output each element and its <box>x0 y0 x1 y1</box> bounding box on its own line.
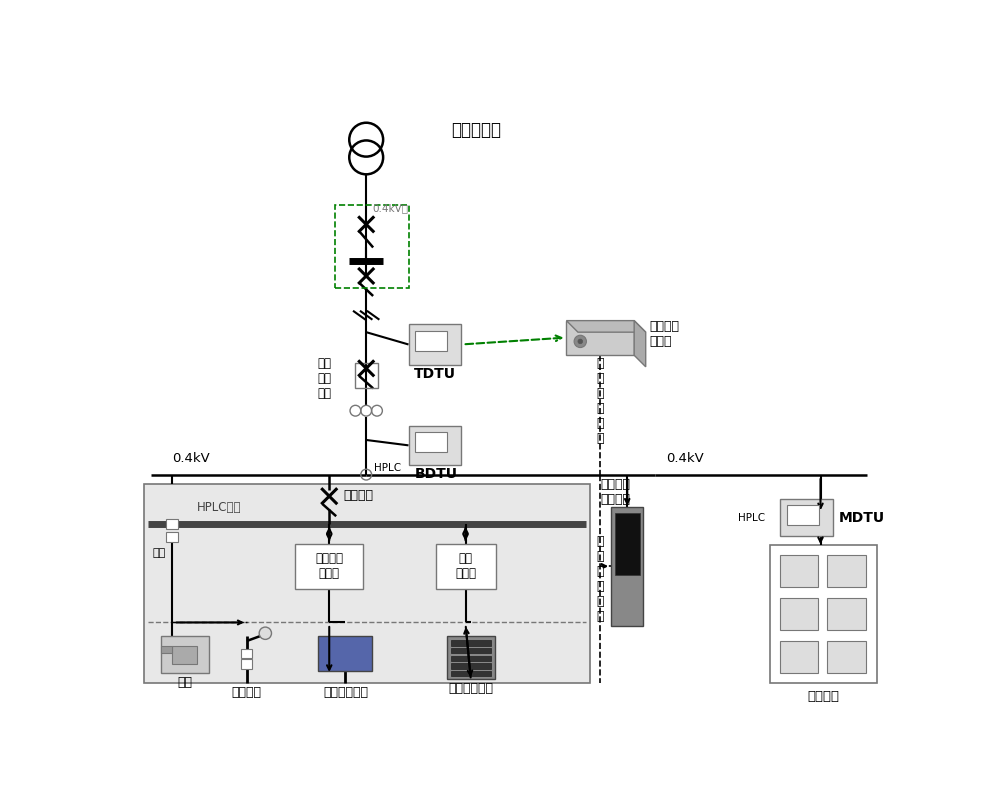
Text: 台区协调
控制器: 台区协调 控制器 <box>650 320 680 349</box>
Bar <box>447 637 495 679</box>
Text: 水泵: 水泵 <box>178 676 193 689</box>
Text: 公共开关: 公共开关 <box>343 489 373 502</box>
Bar <box>409 426 461 465</box>
Text: 居民表箱: 居民表箱 <box>808 690 840 703</box>
Polygon shape <box>634 320 646 367</box>
Bar <box>241 649 252 658</box>
Bar <box>318 637 372 671</box>
Bar <box>415 331 447 350</box>
Bar <box>436 544 496 589</box>
Text: 智慧路灯: 智慧路灯 <box>232 686 262 699</box>
Text: MDTU: MDTU <box>839 511 885 525</box>
Bar <box>451 655 491 661</box>
Bar <box>827 641 866 673</box>
Text: 电动汽车
充电装置: 电动汽车 充电装置 <box>601 478 631 505</box>
Bar <box>161 646 172 653</box>
Bar <box>770 546 877 683</box>
Bar <box>355 363 378 388</box>
Text: 光伏发电系统: 光伏发电系统 <box>323 686 368 699</box>
Circle shape <box>259 627 271 639</box>
Bar <box>166 518 178 530</box>
Circle shape <box>574 335 586 348</box>
Bar <box>615 513 640 575</box>
Bar <box>241 659 252 668</box>
Text: HPLC: HPLC <box>374 463 401 473</box>
Circle shape <box>578 339 583 344</box>
Text: TDTU: TDTU <box>414 367 456 380</box>
Text: 无
线
通
讯
链
路: 无 线 通 讯 链 路 <box>597 534 604 623</box>
Bar <box>409 324 461 364</box>
Bar <box>566 320 634 355</box>
Polygon shape <box>566 320 646 333</box>
Bar <box>780 500 833 536</box>
Text: 台区变压器: 台区变压器 <box>451 121 501 139</box>
Bar <box>144 484 590 683</box>
Bar <box>827 555 866 587</box>
Text: HPLC链路: HPLC链路 <box>197 501 241 514</box>
Text: 0.4kV: 0.4kV <box>666 453 704 466</box>
Text: BDTU: BDTU <box>415 467 458 481</box>
Bar <box>611 507 643 626</box>
Bar <box>787 505 819 526</box>
Text: 0.4kV: 0.4kV <box>172 453 210 466</box>
Bar <box>780 641 818 673</box>
Text: 光伏并网
逆变器: 光伏并网 逆变器 <box>315 552 343 580</box>
Bar <box>172 646 197 664</box>
Bar <box>161 637 209 673</box>
Bar <box>451 671 491 676</box>
Bar <box>827 598 866 630</box>
Bar <box>295 544 363 589</box>
Bar <box>335 205 409 288</box>
Text: 0.4kV侧: 0.4kV侧 <box>372 204 408 213</box>
Text: 无
线
通
讯
链
路: 无 线 通 讯 链 路 <box>597 358 604 445</box>
Text: HPLC: HPLC <box>738 513 765 523</box>
Bar <box>451 648 491 653</box>
Bar <box>451 640 491 646</box>
Text: 台区
进线
开关: 台区 进线 开关 <box>318 357 332 400</box>
Text: 电池储能系统: 电池储能系统 <box>448 682 493 695</box>
Text: 储能
变置器: 储能 变置器 <box>455 552 476 580</box>
Bar <box>780 598 818 630</box>
Bar <box>166 531 178 543</box>
Bar <box>780 555 818 587</box>
Bar <box>451 663 491 668</box>
Text: 专变: 专变 <box>153 548 166 558</box>
Bar <box>415 432 447 453</box>
